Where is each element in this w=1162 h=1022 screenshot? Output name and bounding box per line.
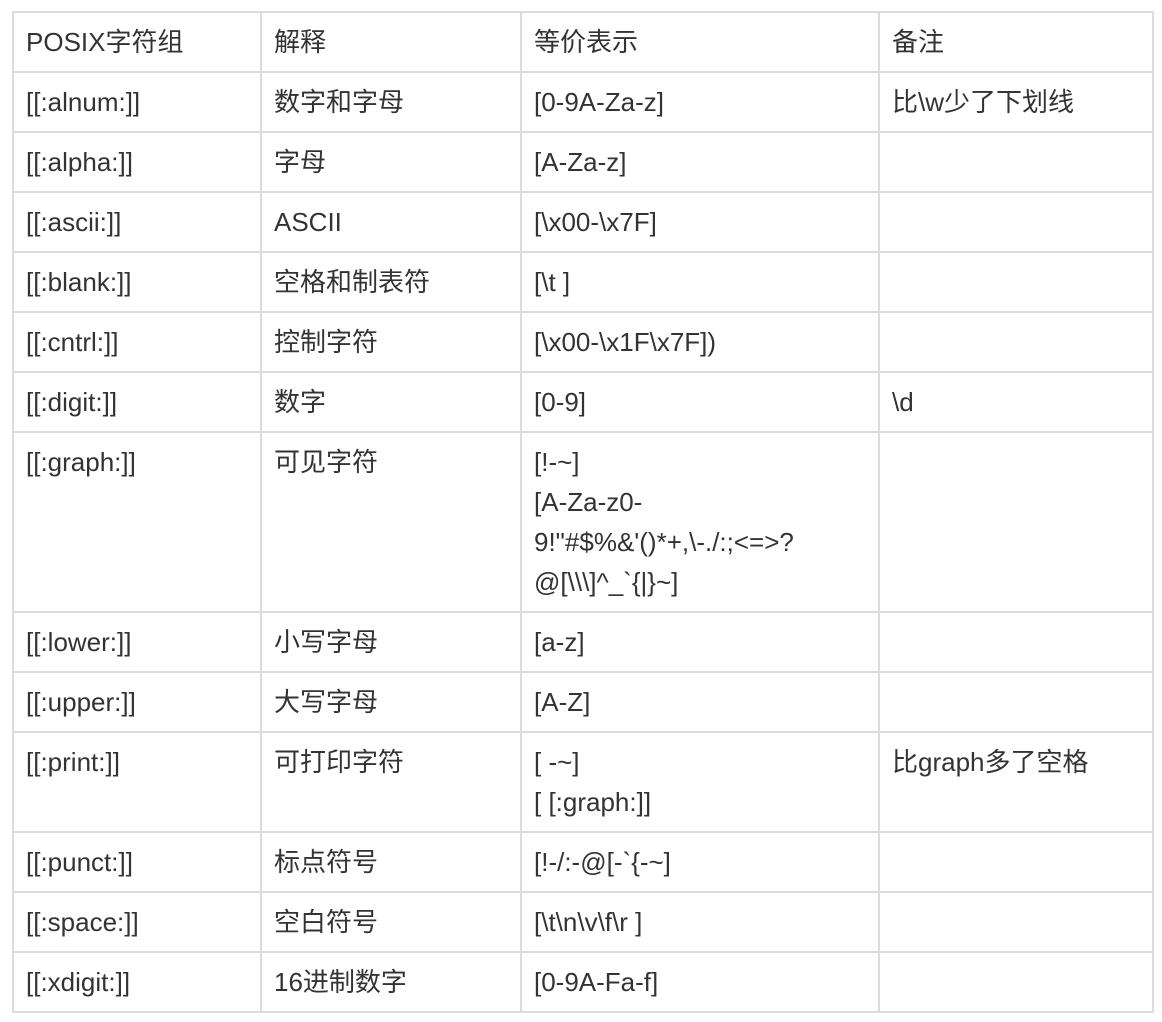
cell-description: ASCII: [260, 191, 522, 253]
table-row: [[:lower:]] 小写字母 [a-z]: [12, 611, 1154, 673]
cell-posix: [[:lower:]]: [12, 611, 262, 673]
equivalent-line: [0-9A-Fa-f]: [534, 967, 659, 997]
cell-description: 空白符号: [260, 891, 522, 953]
cell-note: 比\w少了下划线: [878, 71, 1154, 133]
table-row: [[:xdigit:]] 16进制数字 [0-9A-Fa-f]: [12, 951, 1154, 1013]
table-row: [[:alpha:]] 字母 [A-Za-z]: [12, 131, 1154, 193]
cell-note: [878, 831, 1154, 893]
cell-equivalent: [\x00-\x7F]: [520, 191, 880, 253]
cell-note: [878, 191, 1154, 253]
equivalent-line: [!-~]: [534, 447, 580, 477]
cell-note: [878, 951, 1154, 1013]
table-body: [[:alnum:]] 数字和字母 [0-9A-Za-z] 比\w少了下划线 [[:al…: [12, 71, 1154, 1013]
table-row: [[:digit:]] 数字 [0-9] \d: [12, 371, 1154, 433]
posix-char-class-table: POSIX字符组 解释 等价表示 备注 [[:alnum:]] 数字和字母 [0-9…: [12, 11, 1154, 1013]
equivalent-line: [A-Za-z]: [534, 147, 627, 177]
equivalent-line: @[\\\]^_`{|}~]: [534, 567, 679, 597]
cell-equivalent: [0-9A-Za-z]: [520, 71, 880, 133]
header-posix: POSIX字符组: [12, 11, 262, 73]
equivalent-line: [A-Za-z0-: [534, 487, 643, 517]
header-description: 解释: [260, 11, 522, 73]
table-row: [[:graph:]] 可见字符 [!-~] [A-Za-z0- 9!"#$%&'()*…: [12, 431, 1154, 613]
table-row: [[:upper:]] 大写字母 [A-Z]: [12, 671, 1154, 733]
equivalent-line: [\x00-\x7F]: [534, 207, 657, 237]
cell-equivalent: [A-Z]: [520, 671, 880, 733]
cell-note: [878, 131, 1154, 193]
cell-note: [878, 251, 1154, 313]
cell-posix: [[:upper:]]: [12, 671, 262, 733]
cell-equivalent: [\t\n\v\f\r ]: [520, 891, 880, 953]
cell-description: 字母: [260, 131, 522, 193]
cell-description: 可见字符: [260, 431, 522, 613]
cell-posix: [[:space:]]: [12, 891, 262, 953]
cell-note: [878, 611, 1154, 673]
cell-description: 标点符号: [260, 831, 522, 893]
cell-equivalent: [!-~] [A-Za-z0- 9!"#$%&'()*+,\-./:;<=>? @[\…: [520, 431, 880, 613]
cell-note: 比graph多了空格: [878, 731, 1154, 833]
cell-equivalent: [0-9A-Fa-f]: [520, 951, 880, 1013]
equivalent-line: [a-z]: [534, 627, 585, 657]
header-equivalent: 等价表示: [520, 11, 880, 73]
equivalent-line: 9!"#$%&'()*+,\-./:;<=>?: [534, 527, 794, 557]
cell-note: [878, 311, 1154, 373]
cell-description: 16进制数字: [260, 951, 522, 1013]
cell-description: 数字和字母: [260, 71, 522, 133]
cell-equivalent: [!-/:-@[-`{-~]: [520, 831, 880, 893]
cell-equivalent: [0-9]: [520, 371, 880, 433]
cell-posix: [[:xdigit:]]: [12, 951, 262, 1013]
cell-note: [878, 891, 1154, 953]
cell-equivalent: [a-z]: [520, 611, 880, 673]
cell-description: 控制字符: [260, 311, 522, 373]
cell-posix: [[:alpha:]]: [12, 131, 262, 193]
cell-posix: [[:alnum:]]: [12, 71, 262, 133]
table-row: [[:blank:]] 空格和制表符 [\t ]: [12, 251, 1154, 313]
table-row: [[:space:]] 空白符号 [\t\n\v\f\r ]: [12, 891, 1154, 953]
equivalent-line: [\t\n\v\f\r ]: [534, 907, 643, 937]
cell-description: 小写字母: [260, 611, 522, 673]
cell-equivalent: [\x00-\x1F\x7F]): [520, 311, 880, 373]
cell-note: [878, 431, 1154, 613]
header-note: 备注: [878, 11, 1154, 73]
table-row: [[:cntrl:]] 控制字符 [\x00-\x1F\x7F]): [12, 311, 1154, 373]
equivalent-line: [\t ]: [534, 267, 571, 297]
cell-description: 数字: [260, 371, 522, 433]
table-row: [[:punct:]] 标点符号 [!-/:-@[-`{-~]: [12, 831, 1154, 893]
cell-equivalent: [ -~] [ [:graph:]]: [520, 731, 880, 833]
equivalent-line: [0-9]: [534, 387, 587, 417]
equivalent-line: [!-/:-@[-`{-~]: [534, 847, 671, 877]
cell-posix: [[:punct:]]: [12, 831, 262, 893]
cell-posix: [[:blank:]]: [12, 251, 262, 313]
cell-posix: [[:graph:]]: [12, 431, 262, 613]
table-row: [[:print:]] 可打印字符 [ -~] [ [:graph:]] 比graph多…: [12, 731, 1154, 833]
cell-posix: [[:digit:]]: [12, 371, 262, 433]
equivalent-line: [\x00-\x1F\x7F]): [534, 327, 717, 357]
cell-posix: [[:cntrl:]]: [12, 311, 262, 373]
equivalent-line: [A-Z]: [534, 687, 591, 717]
cell-equivalent: [\t ]: [520, 251, 880, 313]
cell-note: [878, 671, 1154, 733]
table-row: [[:ascii:]] ASCII [\x00-\x7F]: [12, 191, 1154, 253]
cell-posix: [[:print:]]: [12, 731, 262, 833]
table-row: [[:alnum:]] 数字和字母 [0-9A-Za-z] 比\w少了下划线: [12, 71, 1154, 133]
cell-posix: [[:ascii:]]: [12, 191, 262, 253]
cell-equivalent: [A-Za-z]: [520, 131, 880, 193]
cell-note: \d: [878, 371, 1154, 433]
cell-description: 空格和制表符: [260, 251, 522, 313]
cell-description: 大写字母: [260, 671, 522, 733]
equivalent-line: [ -~]: [534, 747, 580, 777]
equivalent-line: [ [:graph:]]: [534, 787, 652, 817]
header-row: POSIX字符组 解释 等价表示 备注: [12, 11, 1154, 73]
cell-description: 可打印字符: [260, 731, 522, 833]
equivalent-line: [0-9A-Za-z]: [534, 87, 665, 117]
